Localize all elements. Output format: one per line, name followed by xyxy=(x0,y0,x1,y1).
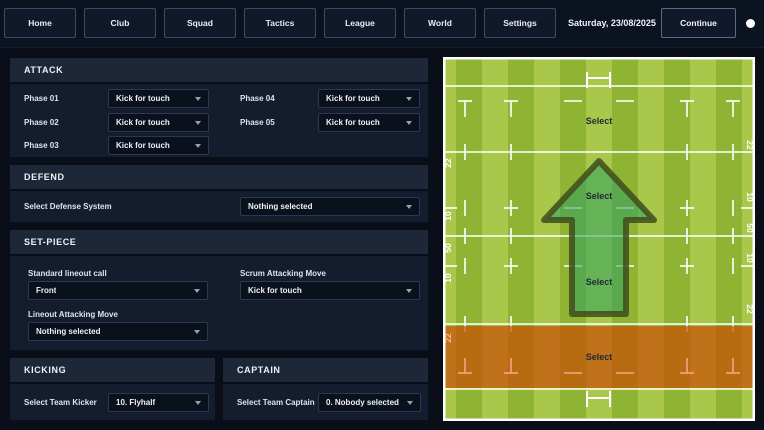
topbar: Home Club Squad Tactics League World Set… xyxy=(0,0,764,48)
left-mark-10a: 10 xyxy=(443,211,453,221)
lineout-move-value: Nothing selected xyxy=(36,327,101,336)
chevron-down-icon xyxy=(194,288,200,293)
zone-2-select-label[interactable]: Select xyxy=(586,191,613,201)
right-mark-22a: 22 xyxy=(745,140,755,150)
status-dot-icon xyxy=(746,19,755,28)
chevron-down-icon xyxy=(406,120,412,125)
team-captain-select[interactable]: 0. Nobody selected xyxy=(318,393,421,412)
date-label: Saturday, 23/08/2025 xyxy=(568,18,656,28)
panel-body-kicking: Select Team Kicker 10. Flyhalf xyxy=(10,384,215,420)
left-mark-50: 50 xyxy=(443,243,453,253)
phase-03-label: Phase 03 xyxy=(24,141,59,150)
chevron-down-icon xyxy=(195,120,201,125)
team-kicker-label: Select Team Kicker xyxy=(24,398,97,407)
attack-direction-arrow[interactable] xyxy=(541,158,657,317)
panel-body-attack: Phase 01 Kick for touch Phase 04 Kick fo… xyxy=(10,84,428,157)
scrum-move-label: Scrum Attacking Move xyxy=(240,269,326,278)
right-mark-10a: 10 xyxy=(745,192,755,202)
tab-settings[interactable]: Settings xyxy=(484,8,556,38)
phase-02-value: Kick for touch xyxy=(116,118,170,127)
lineout-call-label: Standard lineout call xyxy=(28,269,107,278)
panel-attack: ATTACK Phase 01 Kick for touch Phase 04 … xyxy=(10,58,428,157)
phase-04-label: Phase 04 xyxy=(240,94,275,103)
phase-04-value: Kick for touch xyxy=(326,94,380,103)
right-mark-22b: 22 xyxy=(745,304,755,314)
zone-4-select-label[interactable]: Select xyxy=(586,352,613,362)
phase-02-select[interactable]: Kick for touch xyxy=(108,113,209,132)
lineout-move-label: Lineout Attacking Move xyxy=(28,310,118,319)
phase-01-label: Phase 01 xyxy=(24,94,59,103)
scrum-move-select[interactable]: Kick for touch xyxy=(240,281,420,300)
lineout-move-select[interactable]: Nothing selected xyxy=(28,322,208,341)
continue-button[interactable]: Continue xyxy=(661,8,736,38)
tab-home[interactable]: Home xyxy=(4,8,76,38)
team-captain-label: Select Team Captain xyxy=(237,398,315,407)
zone-1-select-label[interactable]: Select xyxy=(586,116,613,126)
chevron-down-icon xyxy=(406,288,412,293)
panel-header-attack: ATTACK xyxy=(10,58,428,82)
left-mark-22-zone: 22 xyxy=(443,333,453,343)
chevron-down-icon xyxy=(195,96,201,101)
left-mark-22: 22 xyxy=(443,158,453,168)
phase-05-value: Kick for touch xyxy=(326,118,380,127)
phase-05-label: Phase 05 xyxy=(240,118,275,127)
zone-hash-marks xyxy=(458,358,740,374)
panel-captain: CAPTAIN Select Team Captain 0. Nobody se… xyxy=(223,358,428,420)
panel-kicking: KICKING Select Team Kicker 10. Flyhalf xyxy=(10,358,215,420)
kick-target-zone[interactable] xyxy=(445,326,753,388)
phase-03-value: Kick for touch xyxy=(116,141,170,150)
scrum-move-value: Kick for touch xyxy=(248,286,302,295)
phase-01-select[interactable]: Kick for touch xyxy=(108,89,209,108)
tab-tactics[interactable]: Tactics xyxy=(244,8,316,38)
left-mark-10b: 10 xyxy=(443,273,453,283)
defense-system-label: Select Defense System xyxy=(24,202,112,211)
chevron-down-icon xyxy=(195,400,201,405)
field-border xyxy=(443,57,755,421)
phase-01-value: Kick for touch xyxy=(116,94,170,103)
panel-header-defend: DEFEND xyxy=(10,165,428,189)
rugby-field: Select Select Select Select 22 10 50 10 … xyxy=(443,57,755,421)
lineout-call-value: Front xyxy=(36,286,57,295)
tab-club[interactable]: Club xyxy=(84,8,156,38)
tab-squad[interactable]: Squad xyxy=(164,8,236,38)
right-mark-50: 50 xyxy=(745,223,755,233)
defense-system-select[interactable]: Nothing selected xyxy=(240,197,420,216)
goalpost-top-icon xyxy=(586,72,611,88)
tab-world[interactable]: World xyxy=(404,8,476,38)
lineout-call-select[interactable]: Front xyxy=(28,281,208,300)
chevron-down-icon xyxy=(407,400,413,405)
phase-02-label: Phase 02 xyxy=(24,118,59,127)
team-kicker-select[interactable]: 10. Flyhalf xyxy=(108,393,209,412)
team-kicker-value: 10. Flyhalf xyxy=(116,398,156,407)
panel-body-setpiece: Standard lineout call Front Scrum Attack… xyxy=(10,256,428,350)
panel-body-defend: Select Defense System Nothing selected xyxy=(10,191,428,222)
goalpost-bottom-icon xyxy=(586,391,611,407)
phase-03-select[interactable]: Kick for touch xyxy=(108,136,209,155)
chevron-down-icon xyxy=(406,96,412,101)
chevron-down-icon xyxy=(194,329,200,334)
chevron-down-icon xyxy=(406,204,412,209)
phase-05-select[interactable]: Kick for touch xyxy=(318,113,420,132)
panel-header-kicking: KICKING xyxy=(10,358,215,382)
zone-3-select-label[interactable]: Select xyxy=(586,277,613,287)
chevron-down-icon xyxy=(195,143,201,148)
panel-body-captain: Select Team Captain 0. Nobody selected xyxy=(223,384,428,420)
defense-system-value: Nothing selected xyxy=(248,202,313,211)
right-mark-10b: 10 xyxy=(745,253,755,263)
panel-setpiece: SET-PIECE Standard lineout call Front Sc… xyxy=(10,230,428,350)
panel-defend: DEFEND Select Defense System Nothing sel… xyxy=(10,165,428,222)
phase-04-select[interactable]: Kick for touch xyxy=(318,89,420,108)
panel-header-setpiece: SET-PIECE xyxy=(10,230,428,254)
team-captain-value: 0. Nobody selected xyxy=(326,398,399,407)
panel-header-captain: CAPTAIN xyxy=(223,358,428,382)
tab-league[interactable]: League xyxy=(324,8,396,38)
